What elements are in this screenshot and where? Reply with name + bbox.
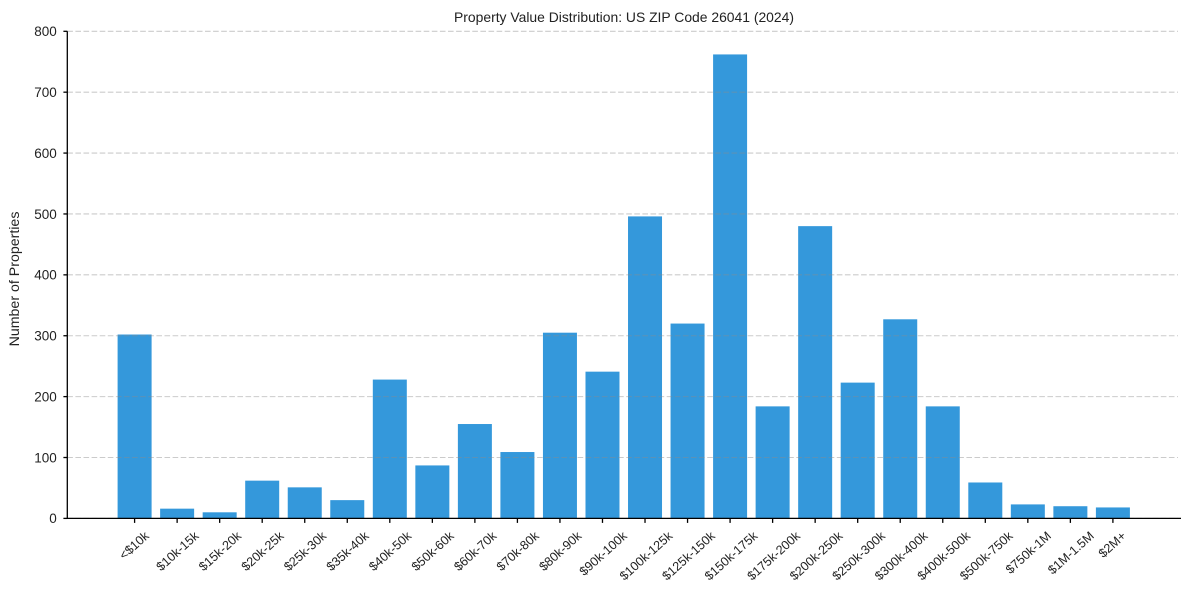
svg-text:700: 700 (34, 85, 57, 100)
svg-text:Number of Properties: Number of Properties (7, 212, 23, 347)
svg-text:400: 400 (34, 268, 57, 283)
svg-text:200: 200 (34, 389, 57, 404)
svg-text:600: 600 (34, 146, 57, 161)
svg-text:100: 100 (34, 450, 57, 465)
svg-text:0: 0 (49, 511, 57, 526)
svg-text:800: 800 (34, 24, 57, 39)
svg-text:300: 300 (34, 329, 57, 344)
svg-text:Property Value Distribution: U: Property Value Distribution: US ZIP Code… (454, 9, 794, 25)
svg-text:500: 500 (34, 207, 57, 222)
